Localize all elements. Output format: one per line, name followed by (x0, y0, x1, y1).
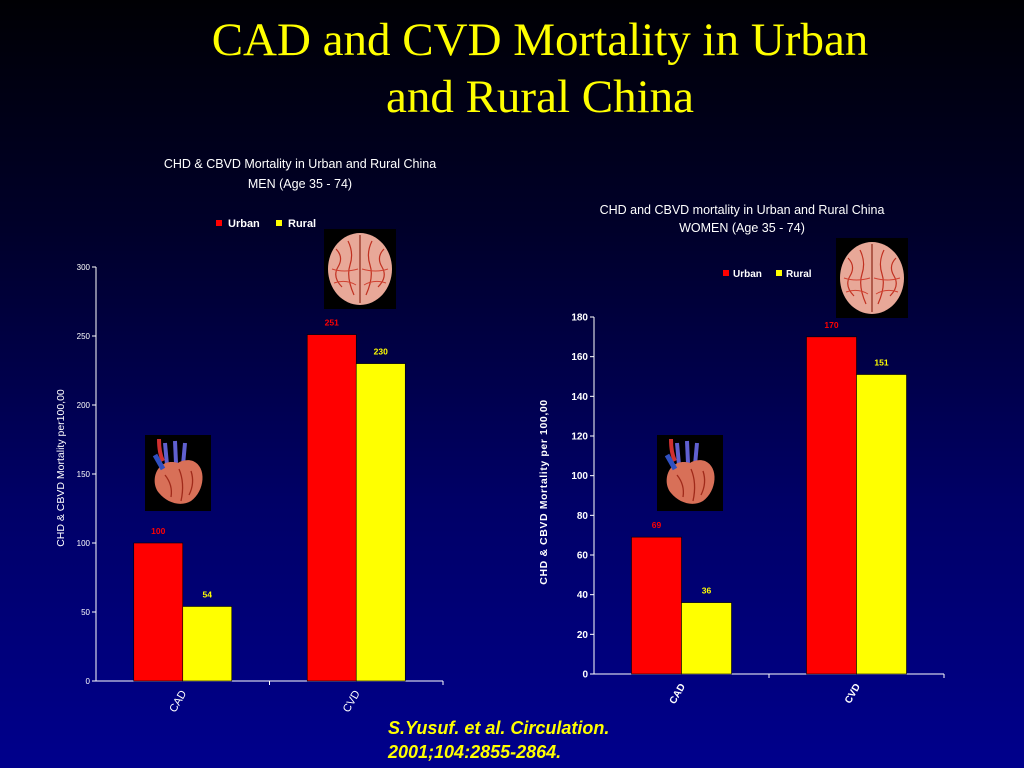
bar-rural-cvd (355, 363, 406, 682)
data-label: 230 (374, 347, 388, 357)
y-tick-label: 60 (577, 551, 589, 562)
citation-line-2: 2001;104:2855-2864. (388, 742, 562, 762)
y-tick-label: 100 (571, 471, 588, 482)
y-tick-label: 120 (571, 432, 588, 443)
brain-icon (324, 229, 396, 309)
y-tick-label: 140 (571, 392, 588, 403)
legend-swatch-urban (723, 270, 729, 276)
y-tick-label: 150 (77, 470, 91, 479)
heart-icon (145, 435, 211, 511)
x-tick-label: CAD (668, 682, 688, 706)
bar-rural-cad (182, 606, 233, 682)
y-tick-label: 20 (577, 630, 589, 641)
legend-label-rural: Rural (786, 269, 812, 280)
y-tick-label: 200 (77, 401, 91, 410)
chart-legend: Urban Rural (723, 269, 812, 280)
legend-swatch-urban (216, 220, 222, 226)
data-label: 170 (824, 320, 838, 330)
y-tick-label: 300 (77, 263, 91, 272)
brain-icon (836, 238, 908, 318)
legend-swatch-rural (276, 220, 282, 226)
chart-legend: Urban Rural (216, 218, 316, 230)
data-label: 69 (652, 520, 662, 530)
citation: S.Yusuf. et al. Circulation. 2001;104:28… (388, 716, 788, 764)
y-tick-label: 180 (571, 313, 588, 324)
y-tick-label: 80 (577, 511, 589, 522)
legend-label-rural: Rural (288, 218, 316, 230)
chart-subtitle: WOMEN (Age 35 - 74) (679, 221, 805, 235)
y-tick-label: 0 (582, 670, 588, 681)
bar-rural-cvd (856, 374, 907, 675)
legend-label-urban: Urban (733, 269, 762, 280)
bar-urban-cad (631, 536, 682, 675)
data-label: 151 (874, 358, 888, 368)
y-tick-label: 250 (77, 332, 91, 341)
data-label: 100 (151, 526, 165, 536)
slide-title-line-2: and Rural China (385, 71, 695, 123)
chart-title: CHD & CBVD Mortality in Urban and Rural … (164, 157, 436, 171)
legend-swatch-rural (776, 270, 782, 276)
y-tick-label: 160 (571, 352, 588, 363)
slide-title-line-1: CAD and CVD Mortality in Urban (211, 14, 869, 66)
x-tick-label: CVD (843, 682, 863, 706)
heart-icon (657, 435, 723, 511)
data-label: 54 (203, 589, 213, 599)
slide-title: CAD and CVD Mortality in Urban and Rural… (110, 12, 970, 126)
chart-title: CHD and CBVD mortality in Urban and Rura… (600, 203, 885, 217)
y-tick-label: 50 (81, 608, 90, 617)
bar-rural-cad (681, 602, 732, 675)
data-label: 36 (702, 586, 712, 596)
y-tick-label: 40 (577, 590, 589, 601)
citation-line-1: S.Yusuf. et al. Circulation. (388, 718, 610, 738)
legend-label-urban: Urban (228, 218, 260, 230)
y-tick-label: 0 (86, 677, 91, 686)
data-label: 251 (325, 318, 339, 328)
bar-urban-cvd (306, 334, 357, 682)
y-axis-label: CHD & CBVD Mortality per100,00 (55, 389, 67, 547)
chart-subtitle: MEN (Age 35 - 74) (248, 177, 352, 191)
y-axis-label: CHD & CBVD Mortality per 100,00 (538, 399, 550, 584)
bar-urban-cad (133, 542, 184, 682)
bar-urban-cvd (806, 336, 857, 675)
y-tick-label: 100 (77, 539, 91, 548)
